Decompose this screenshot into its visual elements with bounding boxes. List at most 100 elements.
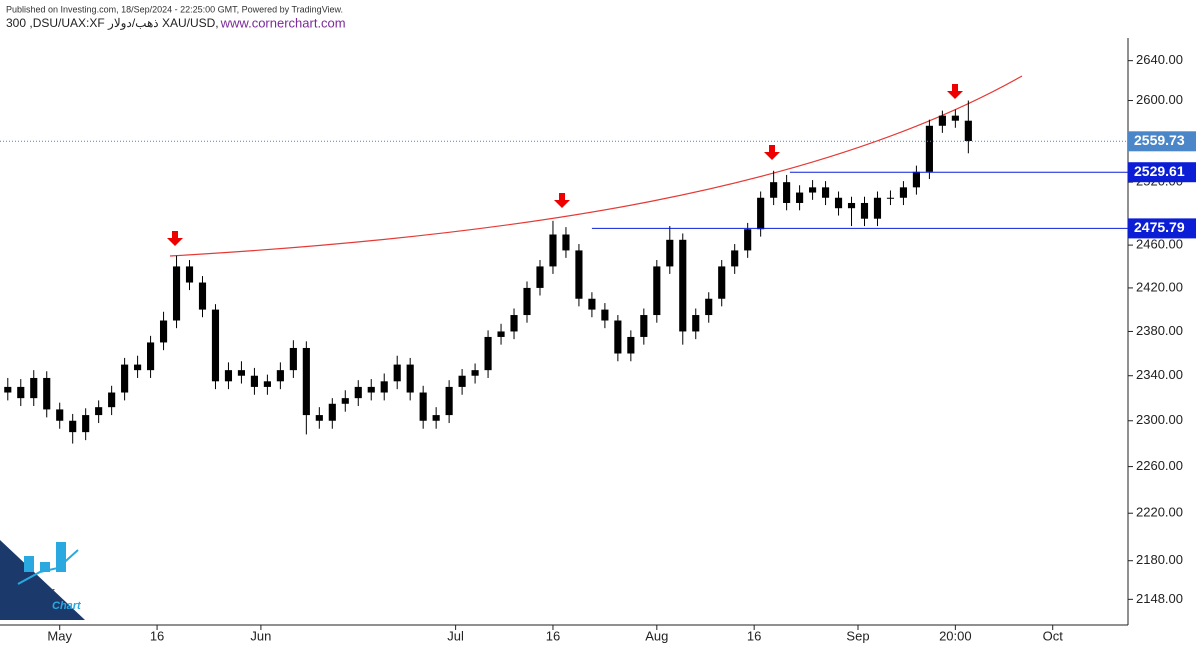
price-label-box xyxy=(1128,131,1196,152)
candle-body xyxy=(302,347,310,416)
candle-body xyxy=(43,377,51,410)
y-tick-label: 2260.00 xyxy=(1136,458,1183,473)
candle-body xyxy=(172,266,181,321)
candle-body xyxy=(549,234,557,267)
x-tick-label: 16 xyxy=(546,628,560,643)
candle-body xyxy=(679,239,687,332)
logo-text: Chart xyxy=(52,600,82,612)
candle-body xyxy=(536,266,544,288)
arrow xyxy=(947,84,963,99)
candle-body xyxy=(847,202,856,209)
candle-body xyxy=(445,386,453,416)
candle-body xyxy=(315,415,323,421)
level-label-box xyxy=(1128,162,1196,183)
logo-line xyxy=(17,549,79,585)
candle-body xyxy=(380,381,388,393)
candle-body xyxy=(367,386,375,393)
candle-body xyxy=(860,202,869,219)
candle-body xyxy=(821,187,830,198)
candle-body xyxy=(640,315,648,337)
x-tick-label: 16 xyxy=(150,628,164,643)
y-tick-label: 2300.00 xyxy=(1136,412,1183,427)
logo-shape xyxy=(0,540,85,620)
y-tick-label: 2148.00 xyxy=(1136,591,1183,606)
resistance-curve xyxy=(169,75,1023,257)
y-tick-label: 2380.00 xyxy=(1136,323,1183,338)
y-tick-label: 2180.00 xyxy=(1136,552,1183,567)
candle-body xyxy=(834,197,843,209)
y-tick-label: 2340.00 xyxy=(1136,367,1183,382)
candle-body xyxy=(147,342,155,371)
candle-body xyxy=(341,398,349,404)
candle-body xyxy=(653,266,661,316)
logo-bar xyxy=(24,556,34,572)
watermark-url: www.cornerchart.com xyxy=(220,15,346,30)
candle-body xyxy=(159,320,168,343)
candle-body xyxy=(263,381,271,387)
logo: Corner Chart xyxy=(0,540,85,620)
candle-body xyxy=(692,315,700,332)
candle-body xyxy=(899,187,908,198)
candle-body xyxy=(484,336,492,371)
candle-body xyxy=(393,364,401,382)
candle-body xyxy=(185,266,194,283)
candle-body xyxy=(419,392,427,421)
logo-bar xyxy=(40,562,50,572)
candle-body xyxy=(614,320,622,354)
candle-body xyxy=(497,331,505,337)
candle-body xyxy=(627,336,635,354)
arrow xyxy=(764,145,780,160)
candle-body xyxy=(718,266,726,299)
candle-body xyxy=(17,386,25,399)
candle-body xyxy=(796,192,804,203)
candle-body xyxy=(951,115,959,121)
candle-body xyxy=(731,250,739,267)
logo-bar xyxy=(56,542,66,572)
candle-body xyxy=(276,370,284,382)
candle-body xyxy=(237,370,246,376)
x-tick-label: Aug xyxy=(645,628,668,643)
candle-body xyxy=(523,287,531,316)
candle-body xyxy=(432,415,440,421)
candle-body xyxy=(458,375,466,387)
y-tick-label: 2420.00 xyxy=(1136,279,1183,294)
chart-title: Published on Investing.com, 18/Sep/2024 … xyxy=(6,4,343,14)
candle-body xyxy=(95,407,103,416)
candle-body xyxy=(510,315,518,332)
candle-body xyxy=(121,364,129,393)
candle-body xyxy=(757,197,765,230)
level-label: 2475.79 xyxy=(1134,219,1185,235)
arrows xyxy=(167,84,963,246)
x-tick-label: Jun xyxy=(250,628,271,643)
x-tick-label: 20:00 xyxy=(939,628,972,643)
candle-body xyxy=(666,239,674,267)
candle-body xyxy=(30,377,38,399)
x-tick-label: Jul xyxy=(447,628,464,643)
candle-body xyxy=(925,125,933,172)
candle-body xyxy=(4,386,12,393)
candle-body xyxy=(211,309,220,382)
candle-body xyxy=(770,182,778,198)
price-label: 2559.73 xyxy=(1134,132,1185,148)
x-tick-label: 16 xyxy=(747,628,761,643)
candle-body xyxy=(134,364,142,371)
candle-body xyxy=(873,197,882,219)
y-tick-label: 2460.00 xyxy=(1136,237,1183,252)
candle-body xyxy=(588,298,596,310)
candle-body xyxy=(354,386,362,399)
y-tick-label: 2220.00 xyxy=(1136,505,1183,520)
candle-body xyxy=(964,120,972,142)
candle-body xyxy=(108,392,116,408)
candle-body xyxy=(938,115,946,126)
candle-body xyxy=(289,347,297,371)
logo-text: Corner xyxy=(18,586,55,598)
candle-body xyxy=(250,375,258,387)
candles xyxy=(4,100,972,444)
candle-body xyxy=(82,415,90,433)
subtitle: 300 ,DSU/UAX:XF ذهب/دولار XAU/USD, xyxy=(6,16,219,30)
arrow xyxy=(554,193,570,208)
candle-body xyxy=(912,171,920,188)
candle-body xyxy=(198,282,207,310)
candle-body xyxy=(406,364,414,393)
